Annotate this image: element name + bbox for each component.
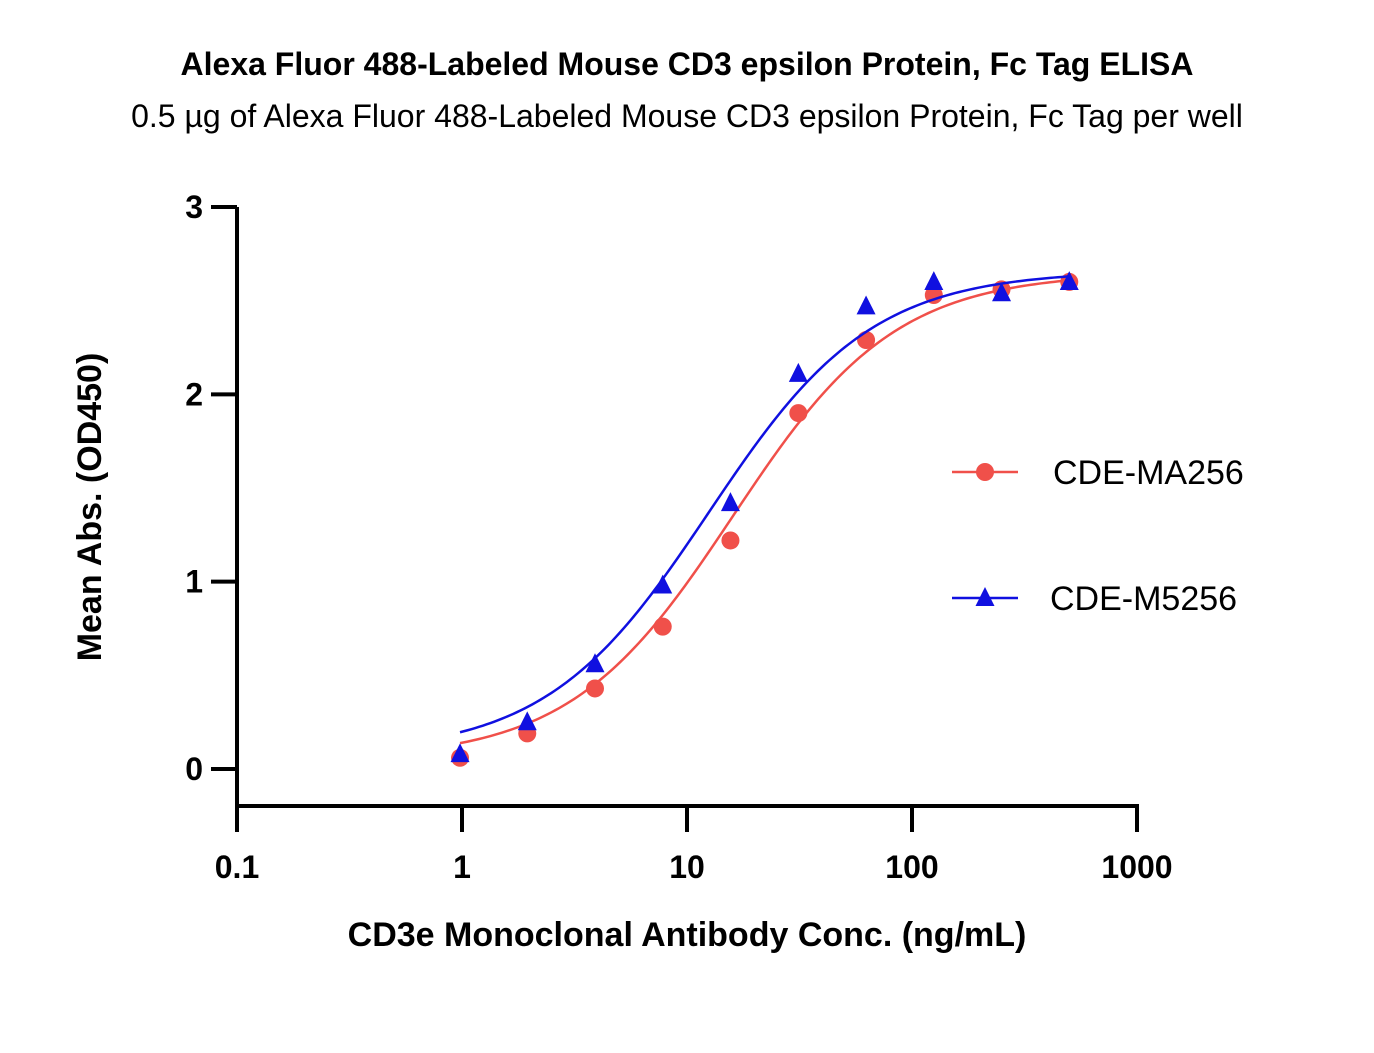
data-point-cde-m5256 xyxy=(788,362,808,382)
legend-label-cde-m5256: CDE-M5256 xyxy=(1050,580,1237,618)
data-point-cde-m5256 xyxy=(517,711,537,731)
data-point-cde-ma256 xyxy=(924,286,943,305)
legend-marker-cde-m5256 xyxy=(975,587,995,606)
x-tick-label: 0.1 xyxy=(215,849,259,885)
x-axis-label: CD3e Monoclonal Antibody Conc. (ng/mL) xyxy=(348,916,1027,954)
legend-marker-cde-ma256 xyxy=(976,463,994,481)
data-point-cde-ma256 xyxy=(789,404,808,423)
x-tick-label: 10 xyxy=(669,849,705,885)
data-point-cde-m5256 xyxy=(720,492,740,512)
x-tick-label: 100 xyxy=(885,849,938,885)
data-point-cde-ma256 xyxy=(857,331,876,350)
fit-curve-cde-m5256 xyxy=(459,275,1070,734)
chart-title: Alexa Fluor 488-Labeled Mouse CD3 epsilo… xyxy=(180,46,1194,82)
y-tick-label: 3 xyxy=(185,189,203,225)
data-point-cde-m5256 xyxy=(450,743,470,763)
y-tick-label: 1 xyxy=(185,564,203,600)
fit-curve-cde-ma256 xyxy=(459,279,1070,745)
data-point-cde-m5256 xyxy=(585,653,605,673)
chart-subtitle: 0.5 µg of Alexa Fluor 488-Labeled Mouse … xyxy=(131,98,1243,134)
y-tick-label: 0 xyxy=(185,751,203,787)
data-point-cde-m5256 xyxy=(653,574,673,594)
legend-label-cde-ma256: CDE-MA256 xyxy=(1053,454,1244,492)
data-point-cde-ma256 xyxy=(721,531,740,550)
x-tick-label: 1 xyxy=(453,849,471,885)
data-point-cde-m5256 xyxy=(1059,271,1079,291)
x-tick-label: 1000 xyxy=(1101,849,1172,885)
data-point-cde-ma256 xyxy=(653,617,672,636)
data-point-cde-m5256 xyxy=(992,282,1012,302)
data-point-cde-m5256 xyxy=(856,295,876,315)
y-tick-label: 2 xyxy=(185,376,203,412)
data-point-cde-m5256 xyxy=(924,271,944,291)
data-point-cde-ma256 xyxy=(585,679,604,698)
y-axis-label: Mean Abs. (OD450) xyxy=(71,353,109,662)
